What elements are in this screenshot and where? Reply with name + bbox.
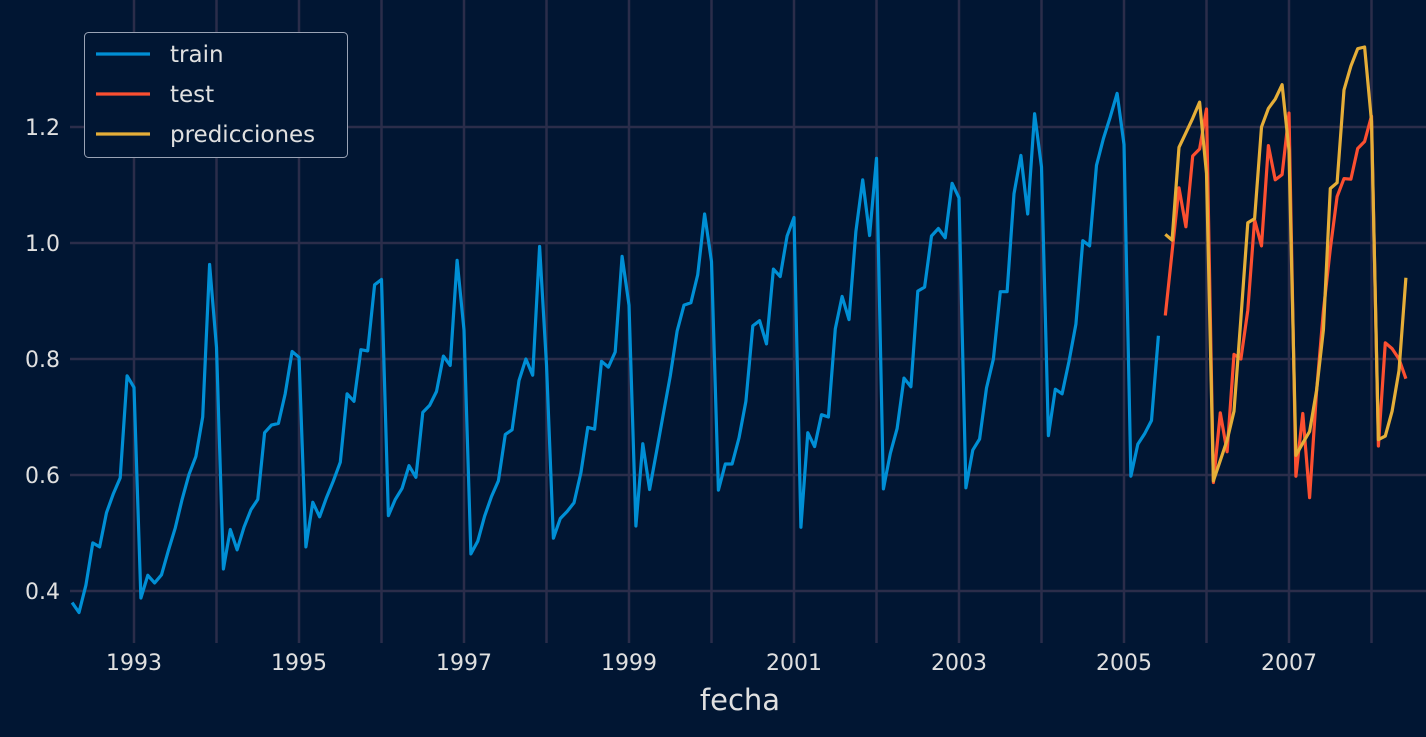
legend-label-train: train — [170, 42, 224, 68]
y-tick-label: 1.0 — [25, 232, 60, 257]
legend-label-test: test — [170, 82, 214, 108]
y-tick-label: 1.2 — [25, 116, 60, 141]
legend: train test predicciones — [84, 32, 348, 158]
y-tick-label: 0.4 — [25, 580, 60, 605]
legend-label-predicciones: predicciones — [170, 122, 315, 148]
series-lines — [70, 45, 1408, 615]
y-tick-label: 0.8 — [25, 348, 60, 373]
x-tick-label: 1993 — [106, 651, 162, 676]
x-tick-label: 2003 — [931, 651, 987, 676]
x-tick-label: 1997 — [436, 651, 492, 676]
x-tick-label: 1995 — [271, 651, 327, 676]
y-tick-label: 0.6 — [25, 464, 60, 489]
series-line-predicciones — [1164, 45, 1408, 483]
x-axis-label: fecha — [700, 683, 780, 717]
x-tick-label: 1999 — [601, 651, 657, 676]
series-line-train — [70, 91, 1160, 615]
x-tick-label: 2005 — [1096, 651, 1152, 676]
x-tick-label: 2001 — [766, 651, 822, 676]
legend-frame — [84, 32, 348, 158]
x-tick-label: 2007 — [1261, 651, 1317, 676]
series-line-test — [1163, 107, 1408, 500]
tick-labels: 0.4 0.6 0.8 1.0 1.2 1993 1995 1997 1999 2001 2003 2… — [25, 116, 1317, 676]
